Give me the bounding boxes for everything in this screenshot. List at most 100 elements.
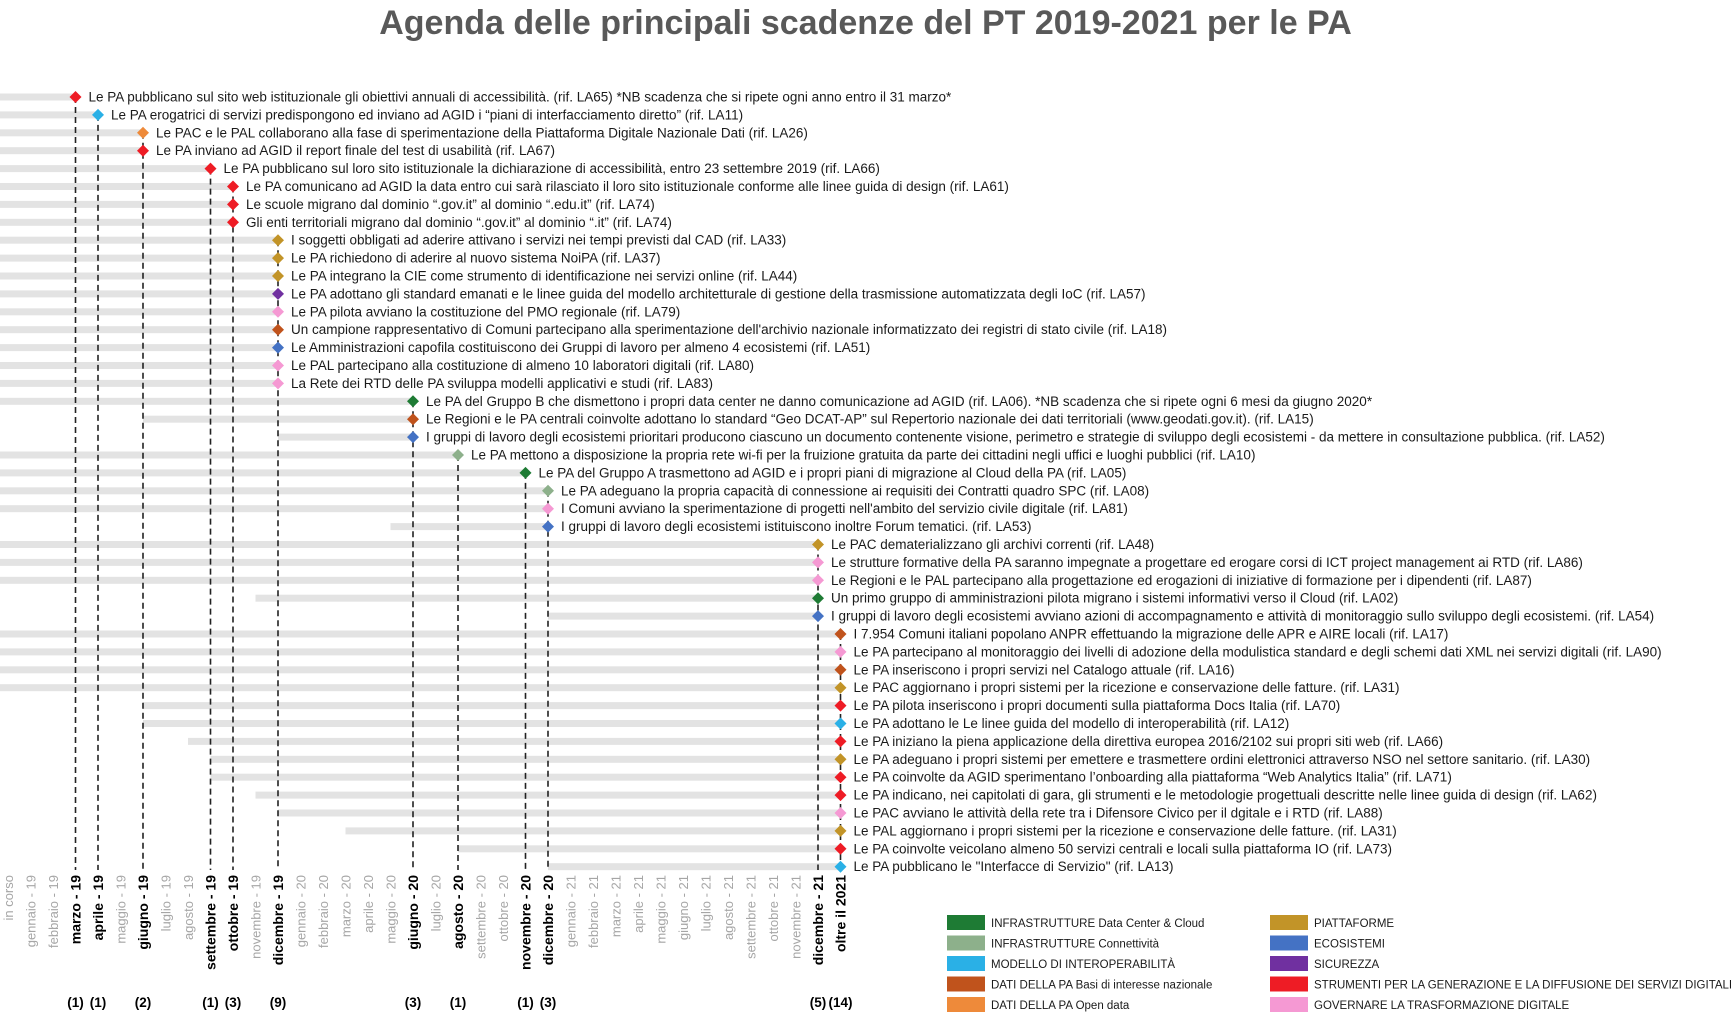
milestone-label: Le PA pilota inseriscono i propri docume… [854,698,1341,713]
task-bar [0,576,818,584]
milestone-label: Le PA coinvolte da AGID sperimentano l’o… [854,770,1452,785]
month-label: luglio - 20 [429,875,444,931]
deadline-count: (3) [540,995,557,1010]
milestone-label: Le PA adottano gli standard emanati e le… [291,286,1146,301]
task-bar [0,290,278,298]
milestone-diamond [812,592,824,605]
deadline-count: (1) [202,995,219,1010]
deadline-count: (5) [810,995,827,1010]
milestone-diamond [834,663,847,676]
milestone-diamond [272,252,284,265]
milestone-label: Le Amministrazioni capofila costituiscon… [291,340,870,355]
milestone-label: Le scuole migrano dal dominio “.gov.it” … [246,197,655,212]
milestone-diamond [812,538,824,551]
month-label: maggio - 19 [114,875,129,944]
milestone-diamond [407,395,419,408]
milestone-label: I gruppi di lavoro degli ecosistemi avvi… [831,609,1654,624]
month-label: novembre - 19 [249,875,264,959]
deadline-count: (3) [405,995,422,1010]
task-bar [0,254,278,262]
task-bar [548,612,818,620]
task-bar [0,362,278,369]
task-bar [0,487,548,495]
legend-swatch [947,976,985,992]
milestone-diamond [834,789,847,802]
milestone-diamond [834,628,847,640]
month-label: febbraio - 20 [316,875,331,948]
task-bar [0,200,233,208]
month-label: settembre - 19 [203,875,219,970]
month-label: giugno - 20 [405,875,421,950]
month-label: agosto - 20 [450,875,466,949]
milestone-label: Le PAC avviano le attività della rete tr… [854,806,1383,821]
milestone-diamond [272,287,284,300]
milestone-label: Le PA adeguano i propri sistemi per emet… [854,752,1591,767]
milestone-label: Le PA inviano ad AGID il report finale d… [156,143,555,158]
deadline-count: (3) [225,995,242,1010]
milestone-label: I gruppi di lavoro degli ecosistemi prio… [426,430,1605,445]
month-label: ottobre - 20 [496,875,511,942]
task-bar [0,111,98,119]
milestone-label: Le PAC aggiornano i propri sistemi per l… [854,680,1400,695]
milestone-label: Le PA indicano, nei capitolati di gara, … [854,788,1597,803]
milestone-diamond [452,449,464,461]
milestone-label: La Rete dei RTD delle PA sviluppa modell… [291,376,713,391]
legend-label: INFRASTRUTTURE Connettività [991,939,1160,951]
milestone-label: Le Regioni e le PA centrali coinvolte ad… [426,412,1314,427]
month-label: luglio - 19 [159,875,174,931]
milestone-label: Le PA pubblicano sul sito web istituzion… [89,90,952,105]
legend-swatch [1270,935,1308,951]
legend-swatch [947,915,985,930]
milestone-label: Le PA erogatrici di servizi predispongon… [111,107,743,122]
milestone-diamond [834,699,847,712]
milestone-diamond [542,520,554,533]
milestone-diamond [407,431,419,444]
milestone-diamond [272,234,284,247]
task-bar [0,93,76,101]
task-bar [0,397,413,405]
month-label: aprile - 20 [361,875,376,933]
milestone-diamond [834,807,847,819]
milestone-label: Le PA inseriscono i propri servizi nel C… [854,662,1235,677]
month-label: maggio - 21 [654,875,669,944]
deadline-count: (1) [90,995,107,1010]
legend-swatch [1270,915,1308,930]
month-label: dicembre - 21 [810,875,826,965]
legend-label: SICUREZZA [1314,959,1380,971]
task-bar [143,702,841,710]
legend-swatch [1270,956,1308,971]
task-bar [0,272,278,280]
month-label: gennaio - 21 [564,875,579,947]
month-label: ottobre - 19 [225,875,241,951]
legend-label: DATI DELLA PA Basi di interesse nazional… [991,980,1212,992]
milestone-diamond [407,413,419,426]
task-bar [345,827,841,835]
milestone-label: Le PA iniziano la piena applicazione del… [854,734,1444,749]
milestone-diamond [272,323,284,336]
milestone-diamond [69,91,82,103]
task-bar [278,433,413,441]
task-bar [0,129,143,137]
task-bar [143,415,413,423]
month-label: marzo - 19 [68,875,84,944]
deadline-count: (2) [135,995,152,1010]
month-label: dicembre - 20 [540,875,556,965]
month-label: novembre - 20 [518,875,534,970]
milestone-label: I soggetti obbligati ad aderire attivano… [291,233,786,248]
month-label: novembre - 21 [789,875,804,959]
month-label: maggio - 20 [384,875,399,944]
milestone-diamond [272,305,284,318]
month-label: oltre il 2021 [833,875,849,952]
task-bar [0,218,233,226]
task-bar [143,720,841,727]
milestone-label: Le PA integrano la CIE come strumento di… [291,269,797,284]
milestone-label: Le PA pubblicano le "Interfacce di Servi… [854,859,1174,874]
deadline-count: (9) [270,995,287,1010]
task-bar [0,469,526,477]
task-bar [390,523,548,531]
milestone-label: Le PA adottano le Le linee guida del mod… [854,716,1290,731]
milestone-label: Le Regioni e le PAL partecipano alla pro… [831,573,1532,588]
month-label: giugno - 19 [135,875,151,950]
task-bar [548,863,841,871]
task-bar [0,505,548,513]
